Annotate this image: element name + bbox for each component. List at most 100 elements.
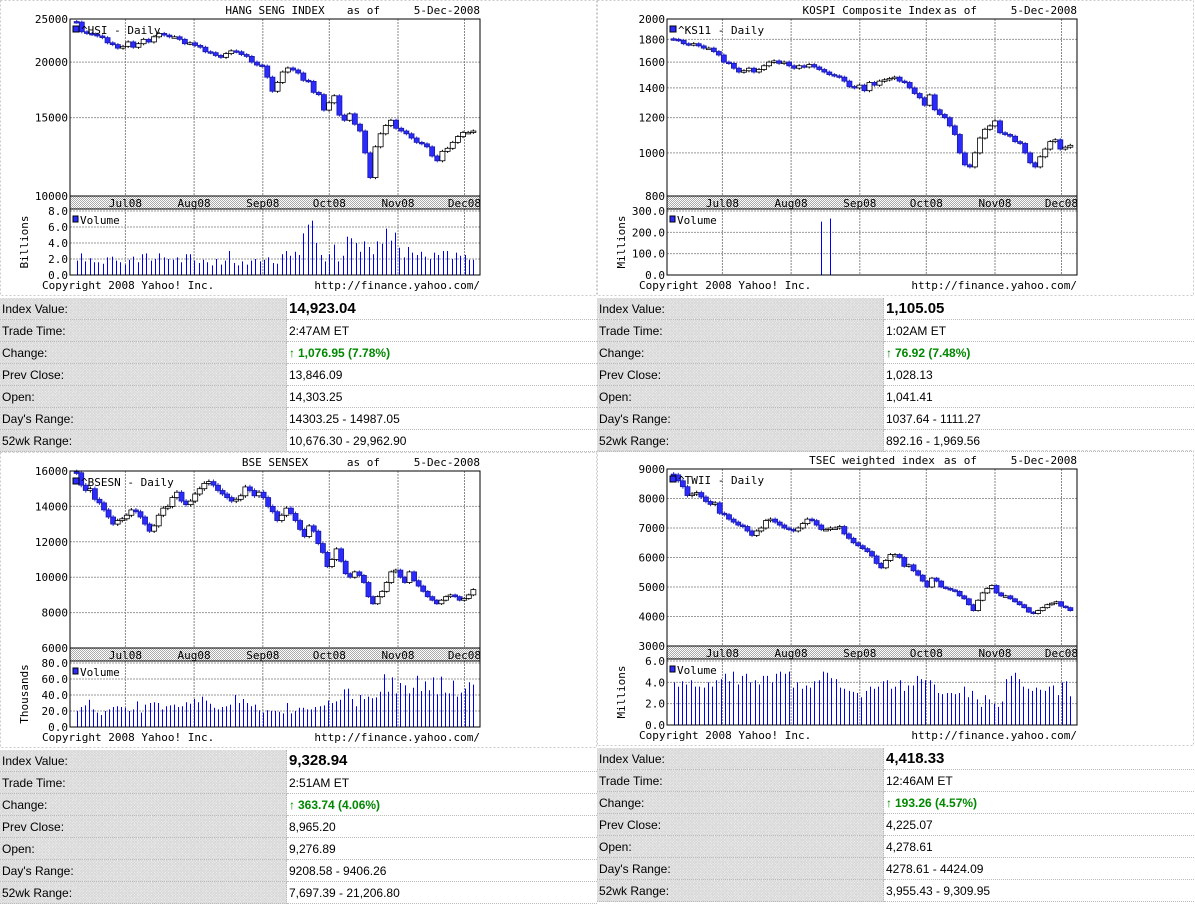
bse-sensex-chart[interactable]: BSE SENSEX as of 5-Dec-2008 6000 8000 10000 12… (0, 452, 597, 749)
quote-label: Change: (0, 341, 287, 364)
candle-down (751, 67, 757, 73)
quote-row: Day's Range: 4278.61 - 4424.09 (597, 857, 1194, 880)
candle-up (233, 498, 240, 502)
candle-up (1044, 604, 1051, 609)
volume-legend-swatch (669, 215, 676, 223)
candle-up (886, 78, 893, 81)
candle-down (896, 554, 903, 558)
up-arrow-icon: ↑ (886, 795, 892, 810)
candle-down (104, 37, 111, 44)
price-plot-border (666, 18, 1078, 197)
candle-down (871, 82, 878, 86)
as-of-label: as of (944, 454, 977, 467)
price-tick-label: 10000 (35, 190, 68, 203)
volume-tick-label: 8.0 (48, 205, 68, 218)
candle-down (1002, 132, 1008, 135)
month-tick-label: Aug08 (178, 197, 211, 210)
candle-up (461, 598, 468, 601)
price-tick-label: 9000 (639, 463, 666, 476)
candle-up (753, 530, 760, 536)
volume-legend-label: Volume (677, 214, 717, 227)
candle-up (140, 38, 147, 45)
volume-plot-border (666, 208, 1078, 276)
quote-table: Index Value: 4,418.33 Trade Time: 12:46AM E… (597, 748, 1194, 902)
candle-down (859, 545, 866, 550)
quote-label: Index Value: (597, 748, 884, 770)
volume-tick-label: 4.0 (645, 676, 665, 689)
quote-value-cell: ↑ 1,076.95 (7.78%) (286, 341, 597, 364)
candle-up (382, 125, 389, 135)
quote-value-cell: 4,225.07 (883, 813, 1194, 836)
source-url-link[interactable]: http://finance.yahoo.com/ (314, 731, 480, 744)
candle-down (338, 548, 345, 562)
volume-tick-label: 300.0 (632, 205, 665, 218)
quote-row: Open: 14,303.25 (0, 385, 597, 408)
candle-down (434, 155, 441, 162)
hang-seng-chart[interactable]: HANG SENG INDEX as of 5-Dec-2008 10000 15000… (0, 0, 597, 297)
candle-down (248, 55, 255, 63)
candle-down (114, 44, 121, 49)
month-tick-label: Nov08 (381, 649, 414, 662)
volume-tick-label: 0.0 (48, 269, 68, 282)
candle-down (362, 130, 369, 154)
candle-down (1016, 601, 1023, 606)
candle-up (806, 64, 813, 68)
month-tick-label: Jul08 (706, 647, 739, 660)
candle-up (223, 53, 229, 58)
candle-down (936, 109, 943, 115)
quote-row: Change: ↑ 76.92 (7.48%) (597, 341, 1194, 364)
candle-down (684, 486, 691, 496)
quote-value-cell: 14303.25 - 14987.05 (286, 407, 597, 430)
price-plot-border (666, 468, 1078, 647)
candle-down (351, 113, 358, 125)
candle-down (319, 543, 326, 553)
candle-down (869, 551, 875, 557)
candle-down (816, 66, 823, 70)
candle-up (799, 523, 806, 529)
candle-up (796, 65, 803, 69)
kospi-chart[interactable]: KOSPI Composite Index as of 5-Dec-2008 800 1… (597, 0, 1194, 297)
quote-label: Index Value: (0, 298, 287, 320)
candlestick-series (73, 469, 477, 605)
candle-up (1049, 602, 1055, 606)
candle-down (861, 84, 868, 92)
candle-up (201, 482, 208, 490)
month-tick-label: Jul08 (706, 197, 739, 210)
candle-down (336, 95, 343, 116)
volume-tick-label: 0.0 (48, 721, 68, 734)
candle-down (951, 125, 958, 135)
candle-down (836, 75, 843, 78)
candle-up (771, 60, 777, 63)
candle-up (1037, 156, 1044, 168)
source-url-link[interactable]: http://finance.yahoo.com/ (314, 279, 480, 292)
source-url-link[interactable]: http://finance.yahoo.com/ (911, 279, 1077, 292)
chart-frame (0, 0, 597, 296)
candle-up (882, 560, 889, 569)
candle-down (96, 498, 103, 504)
quote-label: Index Value: (0, 750, 287, 772)
volume-unit-label: Millions (615, 666, 628, 719)
source-url-link[interactable]: http://finance.yahoo.com/ (911, 729, 1077, 742)
price-tick-label: 4000 (639, 611, 666, 624)
candle-down (219, 490, 226, 495)
candle-up (237, 495, 244, 500)
quote-table: Index Value: 9,328.94 Trade Time: 2:51AM ET… (0, 750, 597, 904)
volume-unit-label: Thousands (18, 664, 31, 724)
candle-down (181, 38, 188, 45)
candle-up (284, 67, 291, 73)
candle-up (891, 76, 898, 80)
candle-up (279, 71, 286, 83)
quote-value-cell: 7,697.39 - 21,206.80 (286, 881, 597, 904)
candle-down (101, 502, 107, 511)
month-tick-label: Sep08 (843, 197, 876, 210)
quote-value-cell: 892.16 - 1,969.56 (883, 429, 1194, 452)
quote-label: 52wk Range: (597, 429, 884, 452)
up-arrow-icon: ↑ (886, 345, 892, 360)
tsec-chart[interactable]: TSEC weighted index as of 5-Dec-2008 3000 40… (597, 450, 1194, 747)
candle-up (1067, 144, 1074, 148)
price-tick-label: 8000 (42, 607, 69, 620)
candle-down (1027, 152, 1034, 164)
hang-seng-panel: HANG SENG INDEX as of 5-Dec-2008 10000 15000… (0, 0, 597, 455)
quote-value-cell: 9,276.89 (286, 837, 597, 860)
candle-down (956, 591, 963, 597)
